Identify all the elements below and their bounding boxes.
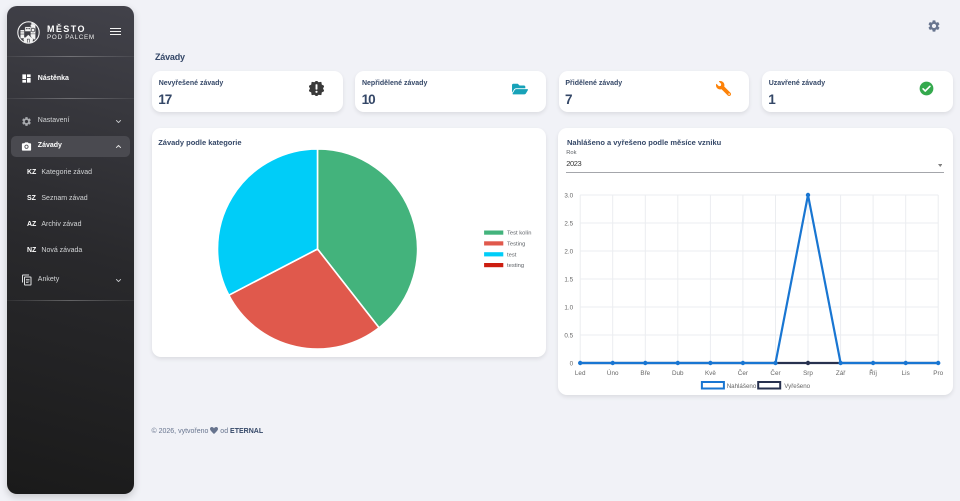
svg-text:Led: Led (575, 370, 586, 377)
svg-text:0: 0 (569, 360, 573, 367)
svg-text:1.0: 1.0 (564, 304, 573, 311)
svg-text:Nahlášeno: Nahlášeno (726, 383, 756, 390)
svg-text:Bře: Bře (640, 370, 650, 377)
svg-text:Vyřešeno: Vyřešeno (784, 383, 810, 390)
svg-text:Čer: Čer (738, 368, 748, 377)
svg-text:2.5: 2.5 (564, 220, 573, 227)
svg-text:Srp: Srp (803, 370, 813, 377)
svg-text:Pro: Pro (933, 370, 943, 377)
svg-text:0.5: 0.5 (564, 332, 573, 339)
svg-text:Úno: Úno (607, 368, 619, 377)
svg-text:Zář: Zář (836, 370, 846, 377)
svg-text:Test kolín: Test kolín (507, 231, 532, 237)
svg-text:testing: testing (507, 263, 524, 269)
svg-text:Dub: Dub (672, 370, 684, 377)
svg-text:2.0: 2.0 (564, 248, 573, 255)
svg-text:1.5: 1.5 (564, 276, 573, 283)
svg-text:Testing: Testing (507, 241, 525, 247)
svg-text:Kvě: Kvě (705, 370, 716, 377)
svg-text:Čer: Čer (770, 368, 780, 377)
svg-text:3.0: 3.0 (564, 192, 573, 199)
svg-text:test: test (507, 252, 517, 258)
svg-text:Lis: Lis (901, 370, 909, 377)
svg-text:Říj: Říj (869, 368, 877, 377)
